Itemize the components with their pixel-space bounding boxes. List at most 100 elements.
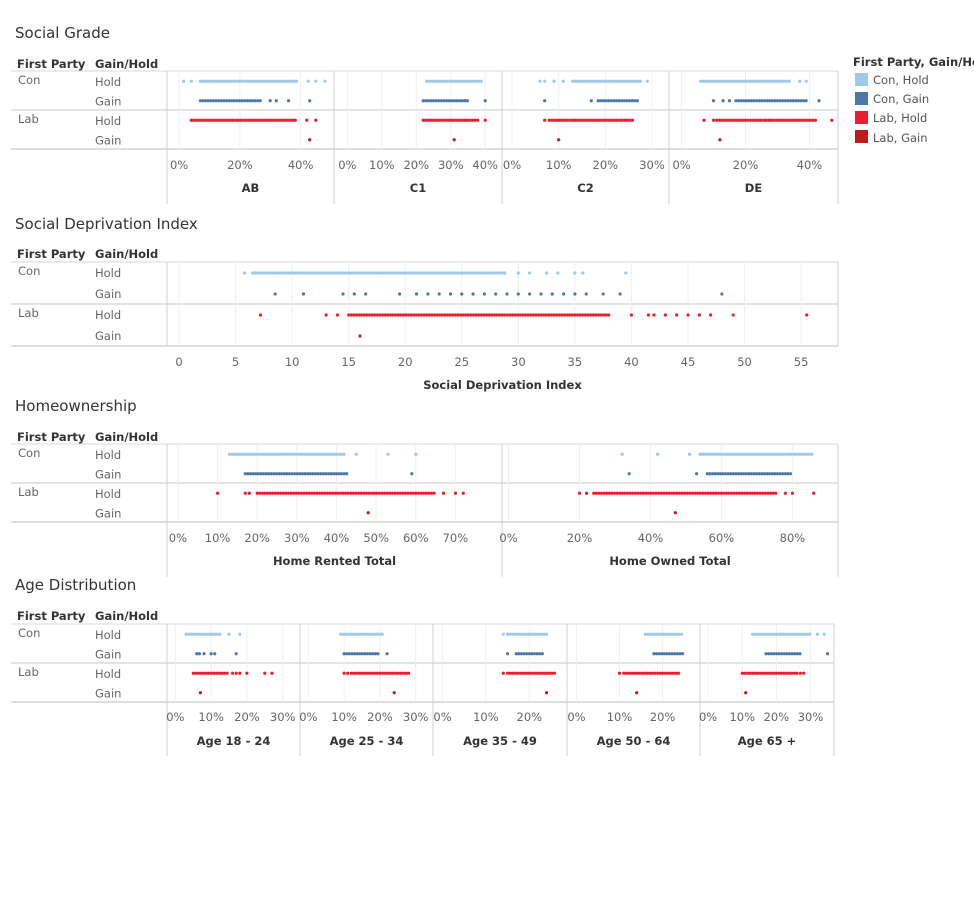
data-point (393, 491, 397, 495)
data-point (445, 79, 449, 83)
data-point (345, 652, 349, 656)
data-point (661, 671, 665, 675)
data-point (215, 118, 219, 122)
data-point (306, 472, 310, 476)
data-point (342, 472, 346, 476)
data-point (274, 472, 279, 476)
data-point (372, 632, 376, 636)
data-point (269, 79, 273, 83)
data-point (526, 632, 531, 636)
data-point (801, 99, 806, 103)
header-first-party: First Party (17, 57, 86, 71)
data-point (349, 632, 353, 636)
data-point (214, 79, 218, 83)
data-point (654, 632, 658, 636)
tick-label: 0% (699, 710, 717, 724)
data-point (570, 313, 574, 317)
data-point (745, 671, 750, 675)
data-point (254, 118, 258, 122)
data-point (777, 79, 781, 83)
data-point (800, 452, 804, 456)
data-point (204, 79, 208, 83)
data-point (625, 118, 629, 122)
data-point (772, 652, 776, 656)
data-point (732, 452, 736, 456)
data-point (419, 491, 423, 495)
data-point (254, 472, 258, 476)
data-point (793, 652, 797, 656)
data-point (516, 632, 520, 636)
data-point (552, 313, 556, 317)
panel-0-0: 0% 20% 40% AB (166, 71, 327, 204)
data-point (747, 99, 751, 103)
data-point (615, 79, 619, 83)
data-point (442, 99, 446, 103)
data-point (437, 118, 441, 122)
data-point (528, 292, 532, 296)
data-point (666, 671, 670, 675)
data-point (648, 632, 653, 636)
data-point (440, 79, 444, 83)
data-point (538, 652, 542, 656)
data-point (198, 99, 202, 103)
data-point (672, 632, 676, 636)
data-point (256, 472, 260, 476)
data-point (758, 452, 762, 456)
data-point (245, 99, 249, 103)
data-point (787, 79, 791, 83)
data-point (734, 472, 738, 476)
data-point (406, 491, 410, 495)
data-point (597, 491, 601, 495)
data-point (755, 452, 760, 456)
data-point (740, 671, 744, 675)
data-point (352, 652, 357, 656)
data-point (285, 472, 289, 476)
data-point (212, 671, 216, 675)
data-point (323, 271, 327, 275)
data-point (243, 452, 247, 456)
data-point (308, 472, 312, 476)
data-point (487, 271, 491, 275)
data-point (678, 652, 682, 656)
data-point (749, 472, 754, 476)
data-point (474, 79, 478, 83)
data-point (671, 671, 675, 675)
data-point (375, 671, 379, 675)
data-point (235, 99, 239, 103)
tick-label: 0% (299, 710, 317, 724)
row-label-gain: Gain (95, 134, 121, 148)
data-point (300, 472, 305, 476)
data-point (243, 472, 247, 476)
data-point (596, 313, 600, 317)
data-point (439, 118, 443, 122)
data-point (292, 452, 297, 456)
data-point (657, 491, 661, 495)
data-point (707, 79, 711, 83)
data-point (318, 452, 323, 456)
tick-label: 25 (454, 355, 469, 369)
data-point (771, 632, 775, 636)
data-point (542, 313, 546, 317)
data-point (215, 671, 219, 675)
data-point (439, 99, 443, 103)
data-point (421, 99, 425, 103)
data-point (204, 99, 208, 103)
data-point (538, 79, 542, 83)
data-point (808, 118, 812, 122)
data-point (362, 632, 366, 636)
row-label-hold: Hold (95, 667, 121, 681)
row-label-hold: Hold (95, 308, 121, 322)
data-point (329, 271, 333, 275)
data-point (752, 472, 756, 476)
data-point (518, 313, 522, 317)
data-point (328, 491, 332, 495)
data-point (780, 118, 784, 122)
data-point (354, 491, 358, 495)
data-point (202, 652, 206, 656)
data-point (513, 632, 518, 636)
data-point (344, 271, 348, 275)
data-point (648, 671, 652, 675)
data-point (412, 271, 416, 275)
header-first-party: First Party (17, 430, 86, 444)
data-point (279, 491, 283, 495)
